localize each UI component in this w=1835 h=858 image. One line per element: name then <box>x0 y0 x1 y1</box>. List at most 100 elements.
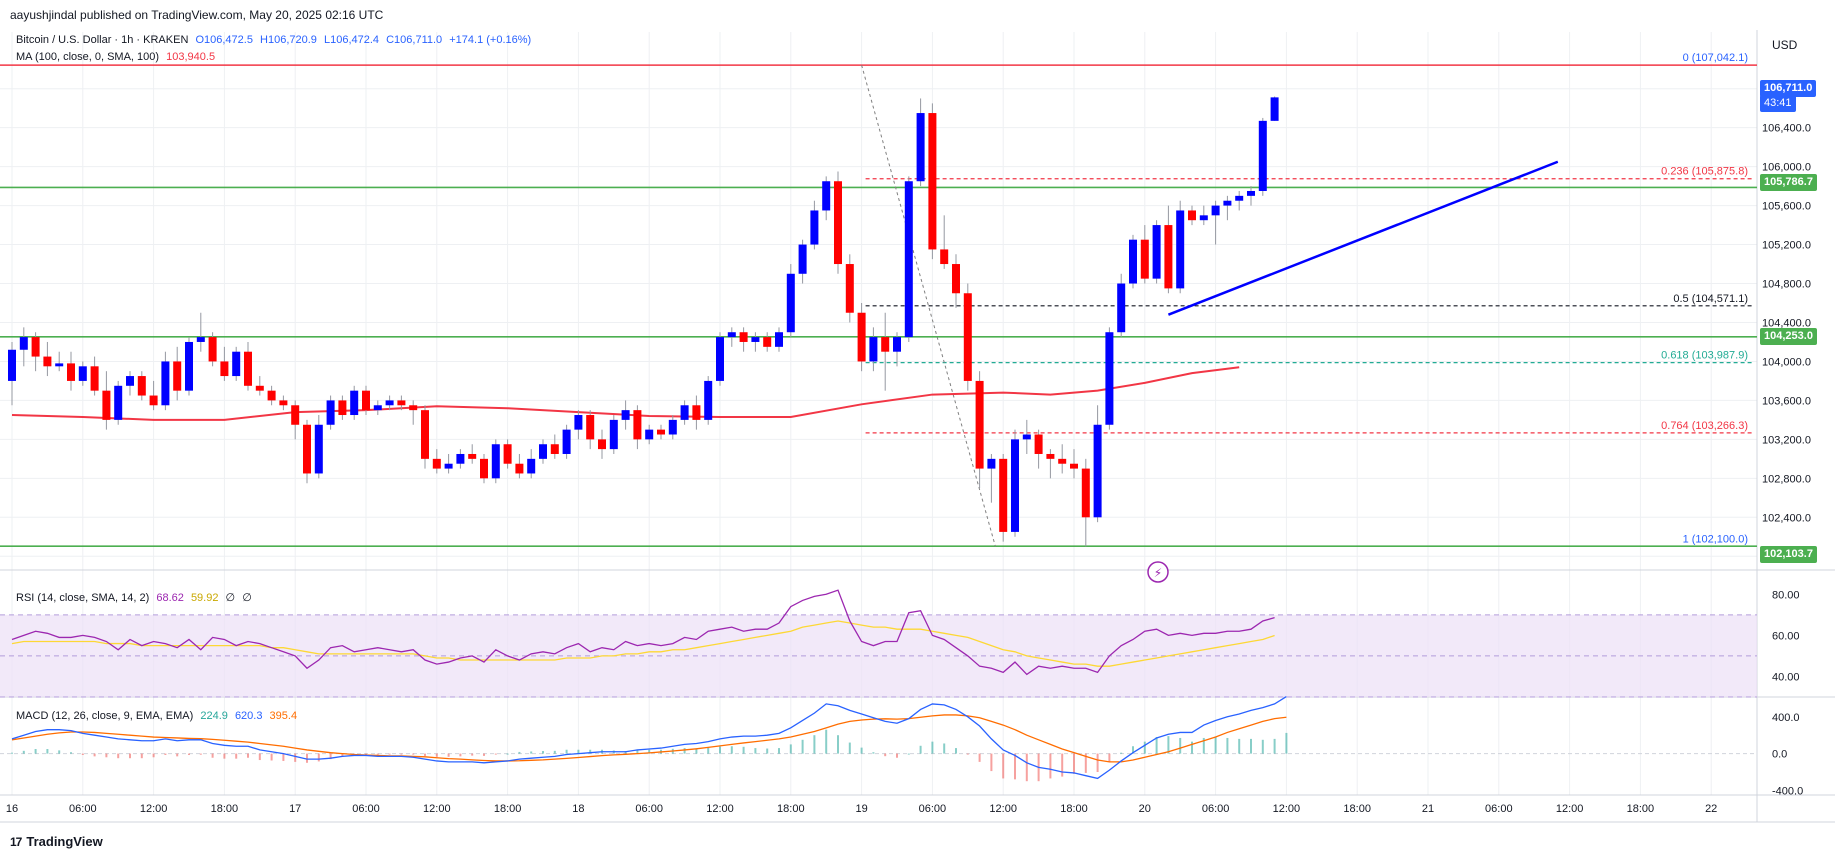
candle-body <box>893 337 901 352</box>
macd-histogram-bar <box>400 753 403 755</box>
candle-body <box>1188 210 1196 221</box>
candle <box>1152 220 1161 284</box>
macd-histogram-bar <box>577 749 580 754</box>
candle <box>102 371 111 430</box>
candle-body <box>220 361 229 377</box>
candle-body <box>704 380 713 420</box>
event-badge-icon: ⚡ <box>1147 561 1169 583</box>
candle <box>810 200 819 250</box>
candle <box>1164 205 1173 294</box>
mid-level-price: 104,253.0 <box>1764 330 1813 342</box>
main-legend: Bitcoin / U.S. Dollar · 1h · KRAKEN O106… <box>16 34 535 46</box>
candle-body <box>161 361 170 406</box>
macd-histogram-bar <box>825 729 828 754</box>
candle <box>999 453 1008 542</box>
current-price: 106,711.0 <box>1764 82 1813 94</box>
candle <box>963 283 972 391</box>
macd-histogram-bar <box>317 753 320 762</box>
price-axis-tick: 105,600.0 <box>1762 201 1811 213</box>
candle <box>1188 205 1196 226</box>
macd-histogram-bar <box>199 753 202 755</box>
candle <box>775 327 783 352</box>
candle-body <box>267 390 276 401</box>
candle-body <box>1070 463 1078 469</box>
candle-body <box>397 400 406 406</box>
candle <box>609 415 618 454</box>
candle <box>362 385 370 416</box>
candle <box>739 327 748 352</box>
price-axis-tick: 106,000.0 <box>1762 162 1811 174</box>
horizontal-levels <box>0 64 1757 547</box>
candle-body <box>1093 424 1102 518</box>
candle <box>928 103 937 260</box>
candle-body <box>1258 120 1267 191</box>
candle-body <box>657 429 665 435</box>
candle <box>444 453 453 474</box>
macd-histogram-bar <box>872 752 875 754</box>
candle-body <box>928 113 937 250</box>
close-value: C106,711.0 <box>386 34 443 46</box>
macd-histogram-bar <box>1214 737 1217 754</box>
macd-histogram-bar <box>506 753 509 755</box>
macd-histogram-bar <box>848 742 851 754</box>
time-axis-tick: 06:00 <box>69 803 97 815</box>
macd-histogram-bar <box>1014 753 1016 780</box>
candle-body <box>1247 190 1255 196</box>
time-axis-tick: 17 <box>289 803 301 815</box>
candle <box>114 380 123 425</box>
candle-body <box>78 366 87 381</box>
candle <box>751 332 760 352</box>
macd-axis-tick: 400.0 <box>1772 712 1800 724</box>
candle <box>786 264 795 338</box>
candle-body <box>633 410 642 440</box>
candle-body <box>574 415 583 430</box>
candle-body <box>373 405 382 411</box>
candle <box>727 327 736 347</box>
ma-label: MA (100, close, 0, SMA, 100) <box>16 51 160 63</box>
time-axis-tick: 18:00 <box>494 803 522 815</box>
macd-histogram-bar <box>22 750 25 754</box>
candle <box>633 405 642 450</box>
candle <box>975 371 984 489</box>
macd-hist-value: 224.9 <box>200 710 228 722</box>
rsi-axis-tick: 60.00 <box>1772 630 1800 642</box>
candle-body <box>904 181 913 338</box>
candle <box>515 453 524 479</box>
trendline-group: ⚡ <box>1147 160 1559 583</box>
candle-body <box>1164 225 1173 289</box>
macd-histogram-bar <box>553 750 556 754</box>
candle-body <box>1235 195 1244 201</box>
support-price: 102,103.7 <box>1764 548 1813 560</box>
macd-histogram-bar <box>1061 753 1064 777</box>
candle <box>43 341 52 377</box>
price-axis-tick: 102,400.0 <box>1762 512 1811 524</box>
candle <box>126 371 134 396</box>
candle <box>31 332 40 372</box>
time-axis-tick: 18:00 <box>211 803 239 815</box>
candle-body <box>834 181 842 265</box>
macd-histogram-bar <box>1273 738 1276 754</box>
candle-body <box>999 458 1008 532</box>
fib-level-label: 0.618 (103,987.9) <box>1661 350 1748 362</box>
macd-histogram-bar <box>140 753 143 759</box>
tradingview-logo[interactable]: 17 TradingView <box>10 834 103 849</box>
candle <box>893 332 901 367</box>
macd-histogram-bar <box>1167 736 1170 754</box>
candle <box>1258 117 1267 196</box>
candle <box>244 341 252 391</box>
candle <box>173 346 182 401</box>
candle-body <box>1270 97 1279 121</box>
macd-histogram-bar <box>1250 738 1252 754</box>
macd-histogram-bar <box>754 748 757 754</box>
macd-histogram-bar <box>282 753 285 761</box>
candle <box>78 361 87 386</box>
macd-histogram-bar <box>435 753 438 757</box>
price-axis-tick: 104,800.0 <box>1762 279 1811 291</box>
time-axis-tick: 18:00 <box>777 803 805 815</box>
candle <box>1022 419 1031 454</box>
candle-body <box>338 400 347 416</box>
candle <box>645 424 654 445</box>
currency-label[interactable]: USD <box>1772 38 1798 52</box>
rsi-label: RSI (14, close, SMA, 14, 2) <box>16 592 150 604</box>
